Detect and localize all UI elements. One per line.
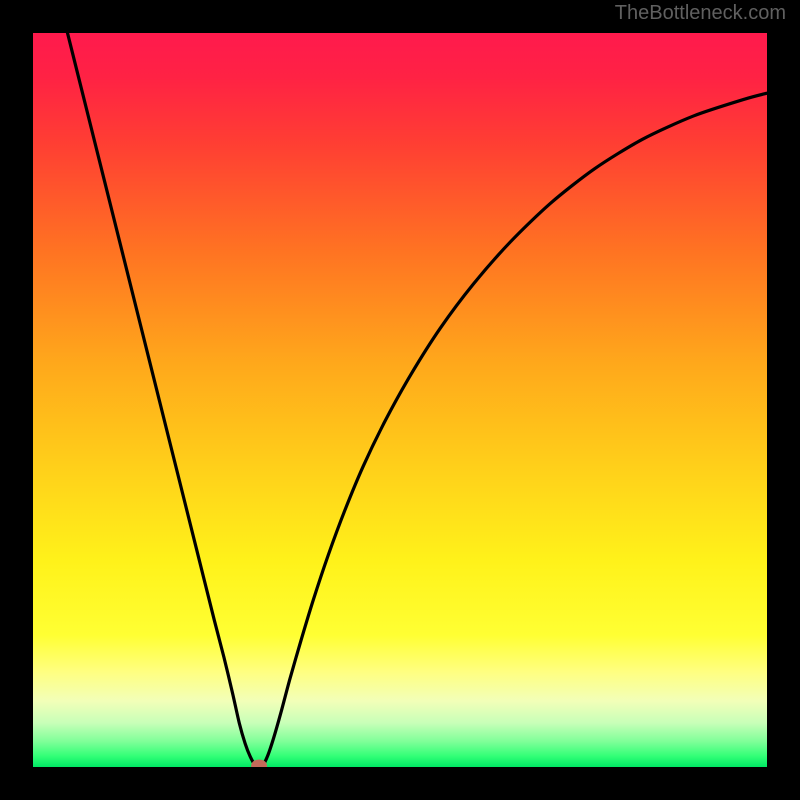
credit-text: TheBottleneck.com [615, 2, 786, 25]
chart-container: TheBottleneck.com [0, 0, 800, 800]
chart-svg [33, 33, 767, 767]
plot-area [33, 33, 767, 767]
chart-background [33, 33, 767, 767]
